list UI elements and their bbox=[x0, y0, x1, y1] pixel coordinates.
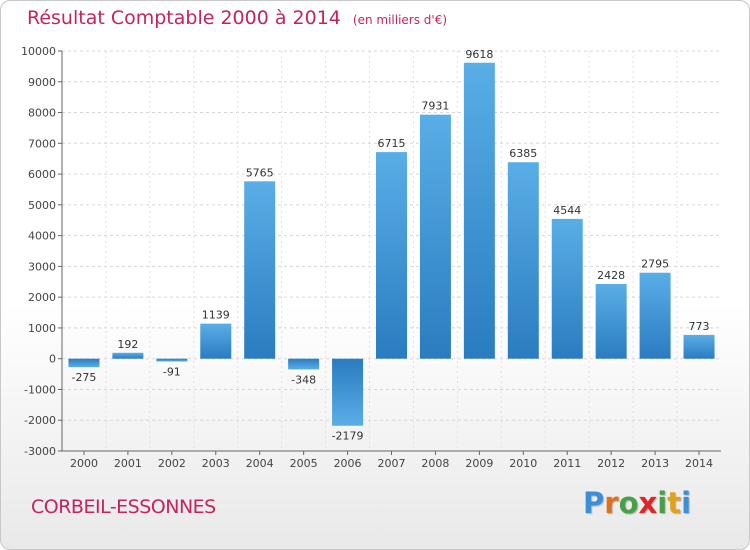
proxiti-logo: Proxiti bbox=[583, 486, 691, 520]
x-tick-label: 2012 bbox=[597, 457, 625, 470]
bars bbox=[68, 62, 715, 426]
data-label-2006: -2179 bbox=[332, 430, 364, 443]
x-tick-label: 2014 bbox=[685, 457, 713, 470]
y-tick-label: 10000 bbox=[21, 45, 56, 58]
logo-letter: i bbox=[681, 486, 692, 520]
logo-letter: t bbox=[667, 486, 682, 520]
data-label-2007: 6715 bbox=[378, 137, 406, 150]
data-label-2014: 773 bbox=[689, 320, 710, 333]
y-tick-label: -3000 bbox=[24, 445, 56, 458]
logo-letter: o bbox=[618, 486, 639, 520]
x-tick-label: 2003 bbox=[202, 457, 230, 470]
x-tick-label: 2006 bbox=[334, 457, 362, 470]
y-tick-label: -1000 bbox=[24, 383, 56, 396]
y-tick-label: 8000 bbox=[28, 107, 56, 120]
x-tick-label: 2011 bbox=[553, 457, 581, 470]
data-label-2000: -275 bbox=[71, 371, 96, 384]
bar-2012 bbox=[595, 283, 627, 359]
commune-name: CORBEIL-ESSONNES bbox=[31, 496, 216, 518]
bar-2002 bbox=[156, 358, 188, 362]
logo-letter: r bbox=[604, 486, 619, 520]
y-tick-label: 4000 bbox=[28, 230, 56, 243]
data-label-2001: 192 bbox=[117, 338, 138, 351]
y-tick-label: 1000 bbox=[28, 322, 56, 335]
logo-letter: P bbox=[583, 486, 605, 520]
y-tick-label: 5000 bbox=[28, 199, 56, 212]
title-row: Résultat Comptable 2000 à 2014 (en milli… bbox=[27, 7, 447, 29]
bar-2004 bbox=[244, 181, 276, 359]
data-label-2011: 4544 bbox=[553, 204, 581, 217]
bar-2000 bbox=[68, 358, 100, 368]
data-label-2012: 2428 bbox=[597, 269, 625, 282]
x-tick-label: 2013 bbox=[641, 457, 669, 470]
y-tick-label: 9000 bbox=[28, 76, 56, 89]
logo-letter: i bbox=[657, 486, 668, 520]
data-label-2003: 1139 bbox=[202, 309, 230, 322]
bar-2001 bbox=[112, 352, 144, 359]
x-tick-label: 2002 bbox=[158, 457, 186, 470]
data-label-2013: 2795 bbox=[641, 258, 669, 271]
bar-2006 bbox=[332, 358, 364, 426]
bar-2014 bbox=[683, 334, 715, 359]
data-label-2010: 6385 bbox=[509, 147, 537, 160]
data-labels: -275 192 -91 1139 5765 -348 -2179 6715 7931 9618 6… bbox=[71, 48, 709, 443]
y-tick-label: -2000 bbox=[24, 414, 56, 427]
x-tick-label: 2007 bbox=[378, 457, 406, 470]
bar-2009 bbox=[463, 62, 495, 359]
bar-2010 bbox=[507, 162, 539, 359]
y-tick-label: 2000 bbox=[28, 291, 56, 304]
logo-letter: x bbox=[638, 486, 658, 520]
bar-2005 bbox=[288, 358, 320, 370]
x-tick-label: 2000 bbox=[70, 457, 98, 470]
x-tick-label: 2009 bbox=[465, 457, 493, 470]
x-tick-label: 2005 bbox=[290, 457, 318, 470]
bar-2003 bbox=[200, 323, 232, 359]
y-tick-label: 7000 bbox=[28, 137, 56, 150]
x-tick-label: 2010 bbox=[509, 457, 537, 470]
bar-2013 bbox=[639, 272, 671, 359]
bar-2007 bbox=[376, 152, 407, 359]
data-label-2005: -348 bbox=[291, 373, 316, 386]
data-label-2004: 5765 bbox=[246, 166, 274, 179]
data-label-2009: 9618 bbox=[465, 48, 493, 61]
chart-subtitle: (en milliers d'€) bbox=[352, 13, 448, 27]
x-tick-label: 2008 bbox=[421, 457, 449, 470]
bar-2008 bbox=[419, 114, 451, 359]
axes: -3000 -2000 -1000 0 1000 2000 3000 4000 5000 6000… bbox=[21, 45, 721, 470]
x-tick-label: 2004 bbox=[246, 457, 274, 470]
data-label-2008: 7931 bbox=[421, 100, 449, 113]
data-label-2002: -91 bbox=[163, 365, 181, 378]
chart-title: Résultat Comptable 2000 à 2014 bbox=[27, 7, 341, 29]
bar-2011 bbox=[551, 218, 583, 359]
y-tick-label: 3000 bbox=[28, 260, 56, 273]
x-tick-label: 2001 bbox=[114, 457, 142, 470]
y-tick-label: 0 bbox=[49, 353, 56, 366]
y-tick-label: 6000 bbox=[28, 168, 56, 181]
